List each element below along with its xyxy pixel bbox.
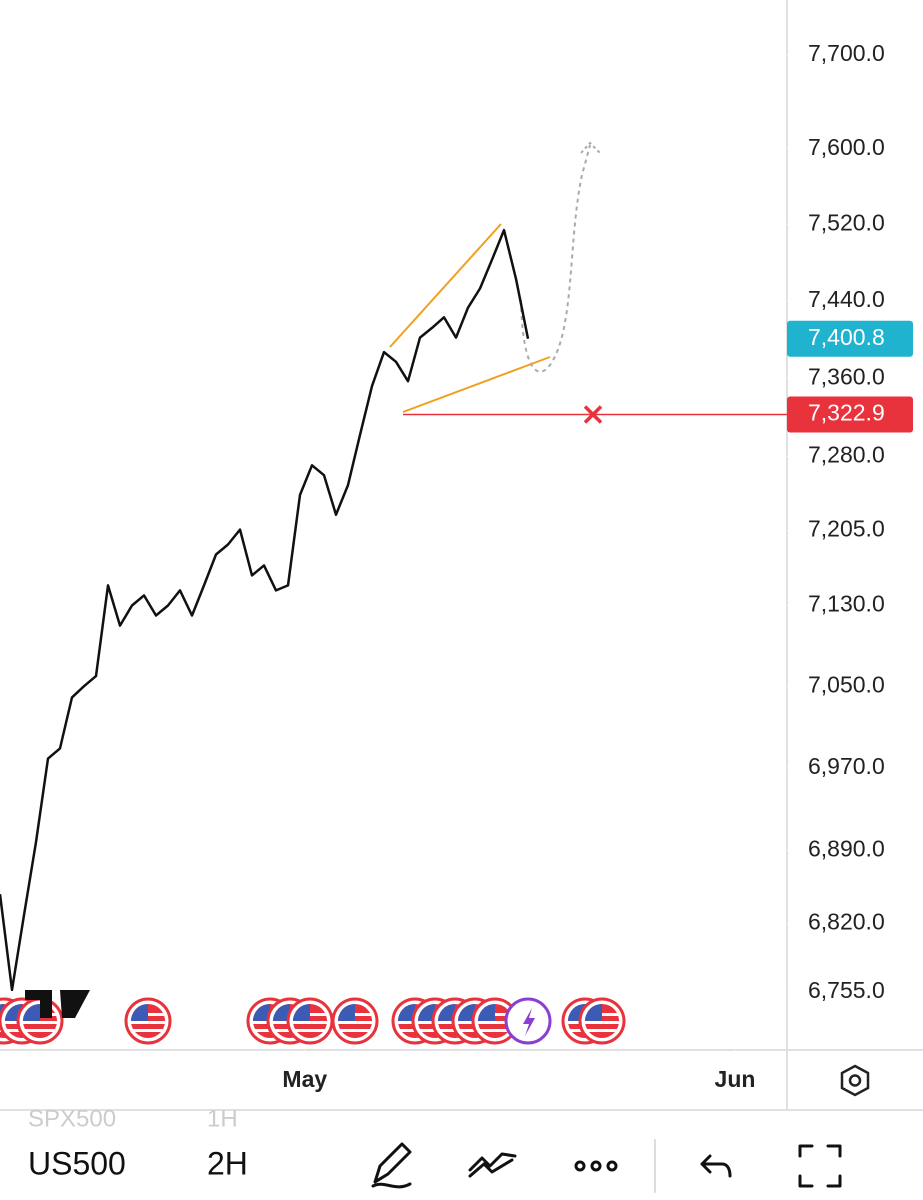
y-tick-label: 6,755.0 bbox=[808, 977, 885, 1003]
flag-canton bbox=[585, 1004, 602, 1021]
flag-stripe bbox=[23, 1021, 57, 1024]
interval-button[interactable]: 2H bbox=[207, 1145, 248, 1181]
flag-canton bbox=[458, 1004, 475, 1021]
flag-canton bbox=[338, 1004, 355, 1021]
flag-canton bbox=[23, 1004, 40, 1021]
flag-stripe bbox=[585, 1029, 619, 1032]
interval-ghost: 1H bbox=[207, 1105, 238, 1132]
y-tick-label: 7,440.0 bbox=[808, 286, 885, 312]
flag-stripe bbox=[478, 1029, 512, 1032]
flag-stripe bbox=[338, 1021, 372, 1024]
tv-logo bbox=[25, 990, 90, 1018]
flag-canton bbox=[418, 1004, 435, 1021]
stop-marker bbox=[583, 405, 603, 424]
price-tag bbox=[787, 320, 913, 357]
projection-arrow bbox=[580, 141, 601, 154]
price-tag bbox=[787, 396, 913, 433]
flag-stripe bbox=[338, 1029, 372, 1032]
flag-canton bbox=[398, 1004, 415, 1021]
flag-canton bbox=[438, 1004, 455, 1021]
flag-stripe bbox=[293, 1021, 327, 1024]
y-tick-label: 7,600.0 bbox=[808, 134, 885, 160]
symbol-ghost: SPX500 bbox=[28, 1105, 116, 1132]
undo-icon[interactable] bbox=[700, 1154, 732, 1178]
x-tick-label: May bbox=[282, 1066, 327, 1092]
price-line bbox=[0, 228, 530, 992]
flag-bolt bbox=[523, 1008, 535, 1036]
flag-canton bbox=[131, 1004, 148, 1021]
y-tick-label: 7,360.0 bbox=[808, 363, 885, 389]
event-flags bbox=[0, 990, 626, 1045]
flag-canton bbox=[293, 1004, 310, 1021]
projection-path bbox=[520, 144, 591, 373]
flag-canton bbox=[273, 1004, 290, 1021]
templates-icon[interactable] bbox=[468, 1152, 517, 1178]
y-tick-label: 7,130.0 bbox=[808, 591, 885, 617]
y-tick-label: 7,520.0 bbox=[808, 209, 885, 235]
price-tag-label: 7,322.9 bbox=[808, 400, 885, 426]
y-tick-label: 6,820.0 bbox=[808, 909, 885, 935]
symbol-button[interactable]: US500 bbox=[28, 1145, 126, 1181]
y-tick-label: 7,050.0 bbox=[808, 671, 885, 697]
flag-stripe bbox=[585, 1021, 619, 1024]
flag-canton bbox=[253, 1004, 270, 1021]
price-tag-label: 7,400.8 bbox=[808, 324, 885, 350]
y-tick-label: 6,970.0 bbox=[808, 753, 885, 779]
more-icon[interactable] bbox=[574, 1160, 618, 1172]
draw-icon[interactable] bbox=[371, 1142, 412, 1189]
flag-stripe bbox=[478, 1021, 512, 1024]
flag-canton bbox=[478, 1004, 495, 1021]
settings-icon[interactable] bbox=[840, 1064, 870, 1097]
x-tick-label: Jun bbox=[715, 1066, 756, 1092]
y-tick-label: 6,890.0 bbox=[808, 836, 885, 862]
y-tick-label: 7,700.0 bbox=[808, 40, 885, 66]
flag-stripe bbox=[131, 1029, 165, 1032]
y-tick-label: 7,280.0 bbox=[808, 442, 885, 468]
flag-stripe bbox=[293, 1029, 327, 1032]
fullscreen-icon[interactable] bbox=[798, 1144, 842, 1188]
flag-stripe bbox=[23, 1029, 57, 1032]
flag-stripe bbox=[131, 1021, 165, 1024]
y-tick-label: 7,205.0 bbox=[808, 516, 885, 542]
wedge-drawing bbox=[389, 223, 551, 413]
